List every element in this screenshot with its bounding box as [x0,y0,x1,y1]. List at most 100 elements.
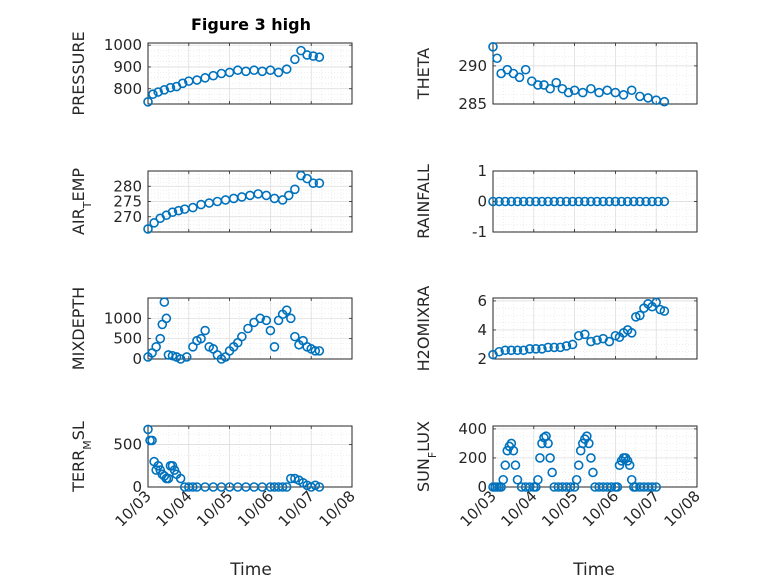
data-point [512,196,523,207]
x-tick-label: 10/07 [620,487,663,530]
data-point [586,453,596,463]
y-tick-label: 290 [458,57,487,75]
y-label-rest: SL [69,421,88,440]
data-point [510,460,521,471]
data-point [308,178,319,188]
data-point [314,52,325,62]
y-label-subscript: M [81,440,94,450]
y-tick-label: 285 [458,95,487,113]
data-point [277,482,288,492]
grid [148,297,352,360]
data-point [488,196,498,207]
series-markers [488,297,670,360]
data-point [628,196,639,207]
data-point [196,333,206,344]
data-point [659,96,670,107]
y-label-subscript: F [426,452,439,458]
y-axis-label: THETA [414,48,433,100]
data-point [261,190,272,201]
data-point [604,336,615,347]
data-point [616,196,627,207]
y-label-main: AIR [69,208,88,235]
y-tick-label: 500 [113,330,142,348]
series-markers [488,431,662,492]
data-point [653,196,664,207]
data-point [561,341,572,351]
axes-frame [492,297,698,360]
y-label-subscript: T [81,201,94,209]
data-point [592,196,602,207]
y-axis-label: H2OMIXRA [414,286,433,372]
data-point [586,196,596,207]
x-tick-label: 10/08 [661,487,704,530]
y-tick-label: 4 [477,321,487,339]
x-tick-label: 10/08 [316,487,359,530]
data-point [624,460,635,471]
data-point [310,346,321,356]
data-point [545,83,555,94]
data-point [622,196,633,207]
series-markers [143,424,325,492]
data-point [573,330,584,341]
data-point [555,196,566,207]
data-point [577,87,588,98]
data-point [635,310,645,321]
data-point [173,205,184,216]
y-label-rest: LUX [414,421,433,452]
data-point [167,350,178,361]
subplot-theta: 285 290 THETA [414,42,698,113]
data-point [308,51,319,61]
data-point [488,42,498,52]
data-point [549,196,560,207]
data-point [200,325,210,336]
data-point [561,196,572,207]
data-point [143,97,153,107]
data-point [283,190,294,201]
data-point [500,196,511,207]
y-label-main: RAINFALL [414,164,433,239]
subplot-rainfall: -1 0 1 RAINFALL [414,162,698,241]
data-point [531,196,541,207]
figure-title: Figure 3 high [191,15,311,34]
y-axis-label: AIRTEMP [69,168,94,235]
data-point [296,45,306,56]
data-point [181,352,192,362]
y-label-main: MIXDEPTH [69,287,88,370]
data-point [149,218,159,228]
data-point [520,64,531,75]
data-point [314,346,325,356]
data-point [537,438,547,449]
data-point [531,344,541,354]
data-point [618,90,629,100]
y-tick-label: 1000 [104,309,142,327]
data-point [651,482,662,492]
data-point [281,64,292,74]
series-markers [143,45,325,107]
y-tick-label: 0 [132,478,142,496]
data-point [584,438,594,449]
subplot-h2omixra: 2 4 6 H2OMIXRA [414,286,698,372]
data-point [188,482,198,492]
y-tick-label: 280 [113,177,142,195]
y-tick-label: 0 [477,478,487,496]
data-point [269,341,280,352]
data-point [159,297,170,307]
y-tick-label: 0 [477,193,487,211]
y-label-main: PRESSURE [69,31,88,115]
y-tick-label: 2 [477,350,487,368]
data-point [598,196,608,207]
data-point [567,339,578,350]
data-point [285,313,296,324]
data-point [500,345,511,356]
data-point [588,467,598,478]
data-point [586,83,596,94]
data-point [626,328,637,338]
data-point [524,344,535,354]
data-point [243,323,253,334]
data-point [579,329,590,340]
data-point [606,482,617,492]
data-point [273,67,284,78]
data-point [555,342,566,353]
